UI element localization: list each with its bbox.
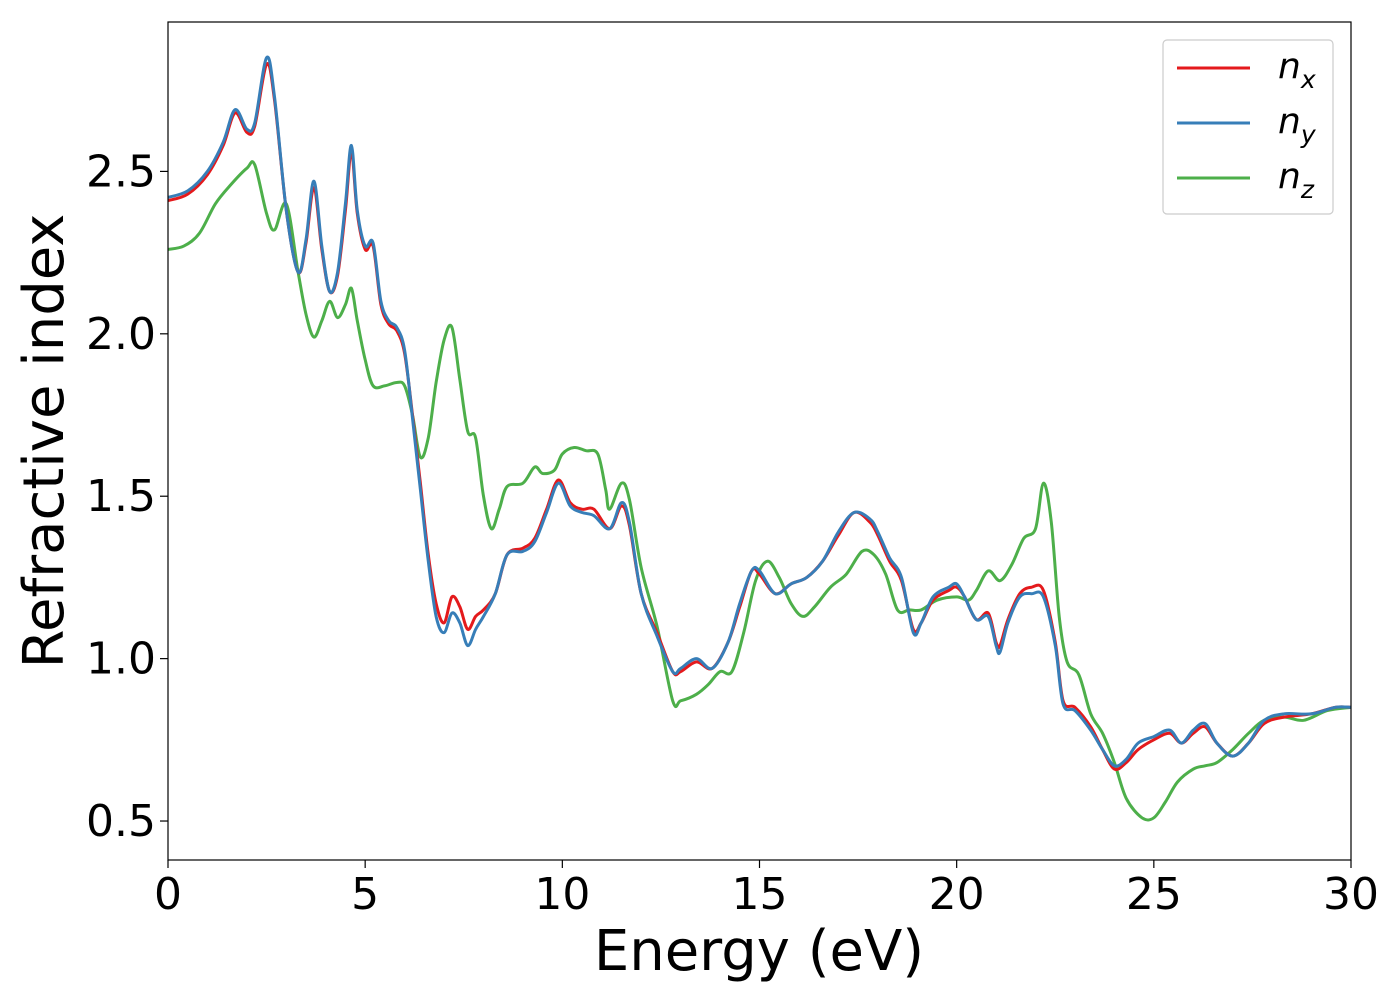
series-lines — [168, 55, 1351, 822]
legend-label-z: nz — [1278, 156, 1315, 204]
x-tick-label: 20 — [929, 869, 985, 920]
y-tick-label: 1.0 — [86, 634, 156, 685]
x-axis-title: Energy (eV) — [594, 919, 924, 984]
y-axis-title: Refractive index — [12, 214, 77, 669]
y-tick-label: 0.5 — [86, 796, 156, 847]
x-tick-label: 0 — [154, 869, 182, 920]
x-tick-label: 5 — [351, 869, 379, 920]
x-tick-label: 15 — [732, 869, 788, 920]
legend-label-y: ny — [1278, 101, 1317, 149]
x-tick-label: 10 — [534, 869, 590, 920]
legend-frame — [1162, 39, 1334, 215]
legend: nx ny nz — [1162, 39, 1334, 215]
y-axis-ticks: 0.5 1.0 1.5 2.0 2.5 — [86, 146, 168, 847]
x-tick-label: 25 — [1126, 869, 1182, 920]
y-tick-label: 2.0 — [86, 309, 156, 360]
series-line-n-y — [168, 55, 1351, 768]
y-tick-label: 2.5 — [86, 146, 156, 197]
y-tick-label: 1.5 — [86, 471, 156, 522]
x-axis-ticks: 0 5 10 15 20 25 30 — [154, 860, 1379, 920]
series-line-n-z — [168, 160, 1351, 822]
x-tick-label: 30 — [1323, 869, 1379, 920]
legend-label-x: nx — [1278, 46, 1316, 94]
